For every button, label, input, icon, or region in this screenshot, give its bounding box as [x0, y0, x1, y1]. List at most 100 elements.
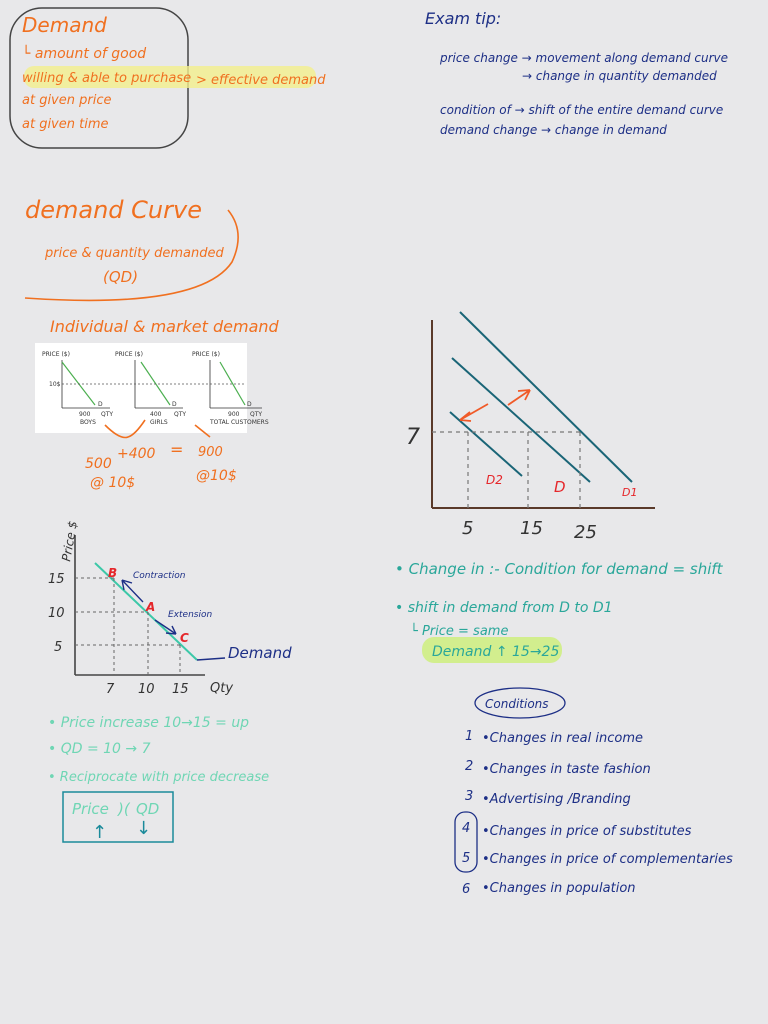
box-symbol: )( — [117, 800, 131, 818]
curve-label: D — [554, 478, 566, 496]
axis-label: QTY — [101, 411, 113, 418]
sum-value: 900 — [198, 445, 223, 460]
item-text: •Changes in taste fashion — [482, 762, 651, 777]
demand-line — [61, 361, 96, 406]
sum-value: 500 — [85, 456, 112, 472]
curve-label: D — [98, 401, 103, 408]
title-ellipse — [474, 687, 566, 719]
definition-line: └ amount of good — [22, 45, 146, 62]
point-label: A — [145, 600, 155, 614]
market-figure — [35, 343, 247, 433]
shift-note: • shift in demand from D to D1 — [395, 600, 613, 616]
y-tick-label: 15 — [48, 572, 65, 587]
y-tick-label: 5 — [54, 640, 62, 655]
x-tick-label: 15 — [520, 518, 543, 539]
item-text: •Changes in population — [482, 881, 636, 896]
curve — [449, 411, 523, 477]
sum-arrows — [104, 419, 211, 439]
demand-curve-abbr: (QD) — [103, 268, 138, 286]
qty-label: 900 — [79, 411, 91, 418]
number-circle — [454, 811, 478, 873]
axis-label: PRICE ($) — [115, 351, 143, 358]
y-tick-label: 7 — [406, 425, 420, 450]
movement-note: • Reciprocate with price decrease — [48, 770, 269, 785]
box-text: Price — [72, 800, 109, 818]
highlight — [422, 637, 562, 663]
exam-tip-line: condition of → shift of the entire deman… — [440, 103, 723, 117]
qty-label: 400 — [150, 411, 162, 418]
bracket-curve — [24, 209, 239, 302]
exam-tip-title: Exam tip: — [425, 9, 501, 28]
demand-curve-text: price & quantity demanded — [44, 246, 224, 261]
x-axis-label: Qty — [210, 681, 233, 696]
definition-line: at given time — [22, 117, 109, 132]
axis-label: QTY — [174, 411, 186, 418]
box-text: QD — [136, 800, 159, 818]
x-tick-label: 7 — [106, 682, 115, 697]
curve-label: D1 — [622, 486, 637, 499]
curve — [459, 311, 633, 483]
price-label: 10$ — [49, 381, 61, 388]
shift-note: • Change in :- Condition for demand = sh… — [395, 560, 724, 578]
demand-line — [140, 361, 171, 406]
x-tick-label: 25 — [574, 522, 597, 543]
curve-label: D — [172, 401, 177, 408]
panel: PRICE ($) 10$ D QTY 900 BOYS — [42, 351, 113, 426]
sum-note: @ 10$ — [90, 475, 135, 491]
movement-chart: Price $ 15 10 5 7 10 15 Qty B A C Contra… — [48, 520, 292, 697]
exam-tip-line: → change in quantity demanded — [522, 69, 717, 83]
qty-label: 900 — [228, 411, 240, 418]
item-text: •Advertising /Branding — [482, 792, 631, 807]
guides — [75, 577, 181, 675]
curve-label: D2 — [486, 473, 503, 487]
movement-note: • Price increase 10→15 = up — [48, 715, 249, 731]
panel-label: GIRLS — [150, 419, 168, 426]
axis-label: QTY — [250, 411, 262, 418]
conditions-list: 1 •Changes in real income 2 •Changes in … — [462, 729, 733, 897]
panel: PRICE ($) D QTY 900 TOTAL CUSTOMERS — [192, 351, 269, 426]
box-arrow: ↓ — [136, 818, 151, 839]
x-tick-label: 5 — [462, 518, 473, 539]
definition-line: willing & able to purchase — [22, 71, 191, 86]
item-number: 1 — [465, 729, 473, 744]
exam-tip-line: price change → movement along demand cur… — [439, 51, 728, 65]
conditions-title: Conditions — [485, 697, 549, 711]
point-label: C — [180, 631, 189, 645]
sum-note: @10$ — [196, 468, 237, 484]
movement-note: • QD = 10 → 7 — [48, 741, 151, 757]
annotation: Extension — [168, 610, 212, 620]
exam-tip-line: demand change → change in demand — [440, 123, 667, 137]
panel-label: BOYS — [80, 419, 96, 426]
market-title: Individual & market demand — [50, 317, 280, 336]
sum-value: +400 — [117, 446, 156, 462]
panel-label: TOTAL CUSTOMERS — [209, 419, 269, 426]
shift-note: Demand ↑ 15→25 — [432, 644, 559, 660]
shift-chart: 7 5 15 25 D2 D D1 — [406, 311, 655, 543]
shift-arrows — [459, 389, 531, 422]
shift-note: └ Price = same — [410, 622, 508, 639]
demand-line — [94, 562, 198, 661]
item-number: 4 — [462, 821, 470, 836]
summary-box — [62, 791, 174, 843]
y-tick-label: 10 — [48, 606, 65, 621]
curve — [451, 357, 591, 483]
axis-label: PRICE ($) — [42, 351, 70, 358]
x-tick-label: 10 — [138, 682, 155, 697]
demand-line — [219, 361, 246, 406]
connector — [196, 657, 226, 661]
movement-arrows — [121, 579, 177, 635]
highlight — [24, 66, 316, 88]
x-tick-label: 15 — [172, 682, 189, 697]
definition-note: > effective demand — [196, 73, 326, 88]
curve-label: Demand — [228, 644, 292, 662]
item-text: •Changes in real income — [482, 731, 643, 746]
item-text: •Changes in price of substitutes — [482, 824, 692, 839]
item-text: •Changes in price of complementaries — [482, 852, 733, 867]
point-label: B — [108, 566, 117, 580]
annotation: Contraction — [133, 571, 186, 581]
curve-label: D — [247, 401, 252, 408]
definition-line: at given price — [22, 93, 111, 108]
item-number: 3 — [465, 789, 473, 804]
